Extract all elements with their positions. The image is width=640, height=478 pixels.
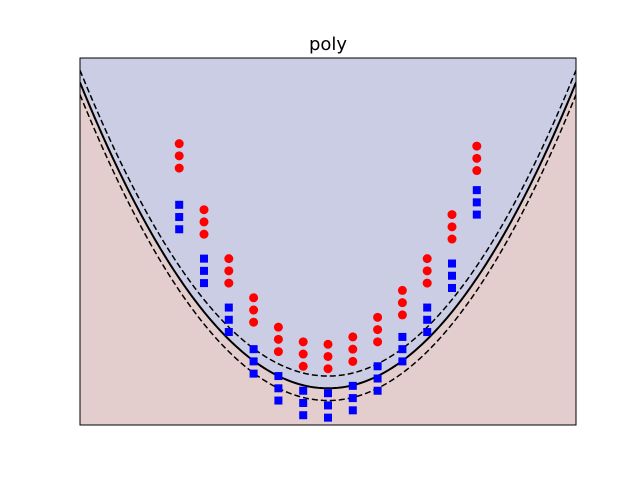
red-circle-point: [348, 344, 358, 354]
blue-square-point: [373, 374, 382, 383]
blue-square-point: [274, 396, 283, 405]
blue-square-point: [249, 357, 258, 366]
red-circle-point: [397, 285, 407, 295]
red-circle-point: [199, 229, 209, 239]
red-circle-point: [447, 222, 457, 232]
blue-square-point: [224, 315, 233, 324]
blue-square-point: [274, 384, 283, 393]
positive-region: [80, 58, 576, 389]
blue-square-point: [373, 386, 382, 395]
red-circle-point: [199, 217, 209, 227]
red-circle-point: [174, 139, 184, 149]
red-circle-point: [224, 278, 234, 288]
red-circle-point: [323, 364, 333, 374]
red-circle-point: [373, 312, 383, 322]
blue-square-point: [472, 198, 481, 207]
chart-title: poly: [309, 34, 347, 55]
red-circle-point: [298, 349, 308, 359]
red-circle-point: [348, 332, 358, 342]
red-circle-point: [373, 325, 383, 335]
red-circle-point: [249, 293, 259, 303]
blue-square-point: [448, 259, 456, 268]
red-circle-point: [273, 334, 283, 344]
blue-square-point: [324, 389, 332, 398]
red-circle-point: [422, 254, 432, 264]
blue-square-point: [200, 254, 208, 263]
red-circle-point: [298, 337, 308, 347]
red-circle-point: [472, 153, 482, 163]
blue-square-point: [398, 345, 407, 354]
blue-square-point: [348, 381, 357, 390]
blue-square-point: [249, 345, 258, 354]
red-circle-point: [199, 205, 209, 215]
blue-square-point: [224, 328, 233, 337]
blue-square-point: [299, 398, 308, 407]
blue-square-point: [175, 225, 184, 234]
blue-square-point: [348, 394, 357, 403]
blue-square-point: [249, 369, 258, 378]
blue-square-point: [299, 411, 308, 420]
blue-square-point: [423, 328, 432, 337]
red-circle-point: [447, 210, 457, 220]
red-circle-point: [224, 254, 234, 264]
red-circle-point: [472, 166, 482, 176]
red-circle-point: [323, 351, 333, 361]
red-circle-point: [323, 339, 333, 349]
red-circle-point: [249, 317, 259, 327]
red-circle-point: [422, 266, 432, 276]
red-circle-point: [397, 310, 407, 320]
red-circle-point: [249, 305, 259, 315]
blue-square-point: [324, 401, 332, 410]
upper-margin-line: [80, 69, 576, 377]
blue-square-point: [175, 213, 184, 222]
red-circle-point: [273, 347, 283, 357]
lower-margin-line: [80, 94, 576, 402]
blue-square-point: [373, 362, 382, 371]
red-circle-point: [348, 356, 358, 366]
blue-square-point: [423, 315, 432, 324]
red-circle-point: [174, 151, 184, 161]
blue-square-point: [398, 357, 407, 366]
red-circle-point: [447, 234, 457, 244]
red-circle-point: [472, 141, 482, 151]
blue-square-point: [274, 372, 283, 381]
blue-square-point: [224, 303, 233, 312]
red-circle-point: [174, 163, 184, 173]
blue-square-point: [200, 279, 208, 288]
blue-square-point: [472, 186, 481, 195]
axes-frame: [79, 57, 577, 426]
blue-square-point: [299, 386, 308, 395]
red-circle-point: [397, 298, 407, 308]
red-circle-point: [224, 266, 234, 276]
red-circle-point: [298, 361, 308, 371]
red-circle-point: [273, 322, 283, 332]
blue-square-point: [448, 283, 456, 292]
red-circle-point: [373, 337, 383, 347]
blue-square-point: [175, 200, 184, 209]
blue-square-point: [324, 413, 332, 422]
blue-square-point: [398, 332, 407, 341]
blue-square-point: [448, 271, 456, 280]
blue-square-point: [472, 210, 481, 219]
decision-boundary: [80, 82, 576, 390]
blue-square-point: [348, 406, 357, 415]
points-layer: [174, 139, 482, 422]
blue-square-point: [200, 266, 208, 275]
red-circle-point: [422, 278, 432, 288]
blue-square-point: [423, 303, 432, 312]
plot-area: [79, 57, 577, 426]
